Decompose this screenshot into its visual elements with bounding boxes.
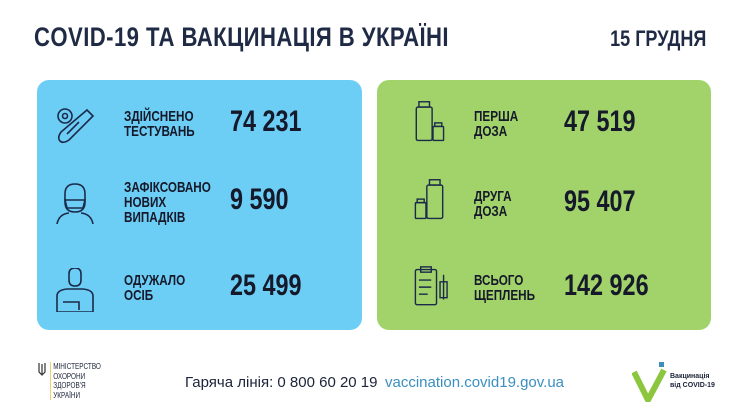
- label-line: ДОЗА: [474, 123, 508, 140]
- vaccination-stats-panel: ПЕРША ДОЗА 47 519 ДРУГА ДОЗА 95 407 ВСЬОГО…: [377, 80, 711, 330]
- ministry-line: ОХОРОНИ: [53, 371, 86, 381]
- label-line: НОВИХ: [124, 194, 167, 211]
- date-label: 15 ГРУДНЯ: [609, 26, 706, 51]
- total-vaccinations-value: 142 926: [564, 269, 649, 302]
- label-line: ВСЬОГО: [474, 272, 524, 289]
- first-dose-value: 47 519: [564, 105, 636, 138]
- test-tube-virus-icon: [57, 108, 95, 144]
- second-dose-value: 95 407: [564, 185, 636, 218]
- label-line: ОСІБ: [124, 287, 154, 304]
- new-cases-value: 9 590: [230, 183, 289, 216]
- label-line: ДРУГА: [474, 188, 512, 205]
- ministry-line: ЗДОРОВ'Я: [53, 381, 86, 390]
- stat-tests: ЗДІЙСНЕНО ТЕСТУВАНЬ 74 231: [37, 92, 362, 162]
- stat-first-dose: ПЕРША ДОЗА 47 519: [377, 92, 711, 162]
- vaccination-url-link[interactable]: vaccination.covid19.gov.ua: [385, 374, 565, 391]
- tests-value: 74 231: [230, 105, 302, 138]
- label-line: ДОЗА: [474, 203, 508, 220]
- recovered-person-icon: [56, 268, 94, 312]
- stat-recovered: ОДУЖАЛО ОСІБ 25 499: [37, 256, 362, 326]
- vaccine-vials-icon: [415, 101, 445, 142]
- label-line: ПЕРША: [474, 108, 519, 125]
- label-line: ЗДІЙСНЕНО: [124, 108, 194, 125]
- trident-icon: [38, 363, 46, 376]
- stat-new-cases: ЗАФІКСОВАНО НОВИХ ВИПАДКІВ 9 590: [37, 172, 362, 242]
- stat-total-vaccinations: ВСЬОГО ЩЕПЛЕНЬ 142 926: [377, 256, 711, 326]
- vaccination-logo-text: Вакцинація від COVID-19: [670, 373, 715, 389]
- vaccine-vials-icon: [414, 179, 444, 220]
- label-line: ВИПАДКІВ: [124, 209, 186, 226]
- recovered-value: 25 499: [230, 269, 302, 302]
- page-title: COVID-19 ТА ВАКЦИНАЦІЯ В УКРАЇНІ: [34, 22, 449, 52]
- label-line: ЩЕПЛЕНЬ: [474, 287, 536, 304]
- ministry-line: МІНІСТЕРСТВО: [53, 362, 101, 371]
- vaccination-v-logo-icon: [632, 362, 667, 402]
- ministry-logo: МІНІСТЕРСТВО ОХОРОНИ ЗДОРОВ'Я УКРАЇНИ: [38, 362, 114, 400]
- covid-stats-panel: ЗДІЙСНЕНО ТЕСТУВАНЬ 74 231 ЗАФІКСОВАНО НОВ…: [37, 80, 362, 330]
- ministry-line: УКРАЇНИ: [53, 390, 81, 400]
- label-line: ТЕСТУВАНЬ: [124, 123, 195, 140]
- label-line: ЗАФІКСОВАНО: [124, 179, 211, 196]
- label-line: ОДУЖАЛО: [124, 272, 186, 289]
- masked-person-icon: [56, 183, 94, 224]
- clipboard-syringe-icon: [414, 266, 448, 306]
- stat-second-dose: ДРУГА ДОЗА 95 407: [377, 174, 711, 244]
- hotline-text: Гаряча лінія: 0 800 60 20 19: [185, 374, 378, 391]
